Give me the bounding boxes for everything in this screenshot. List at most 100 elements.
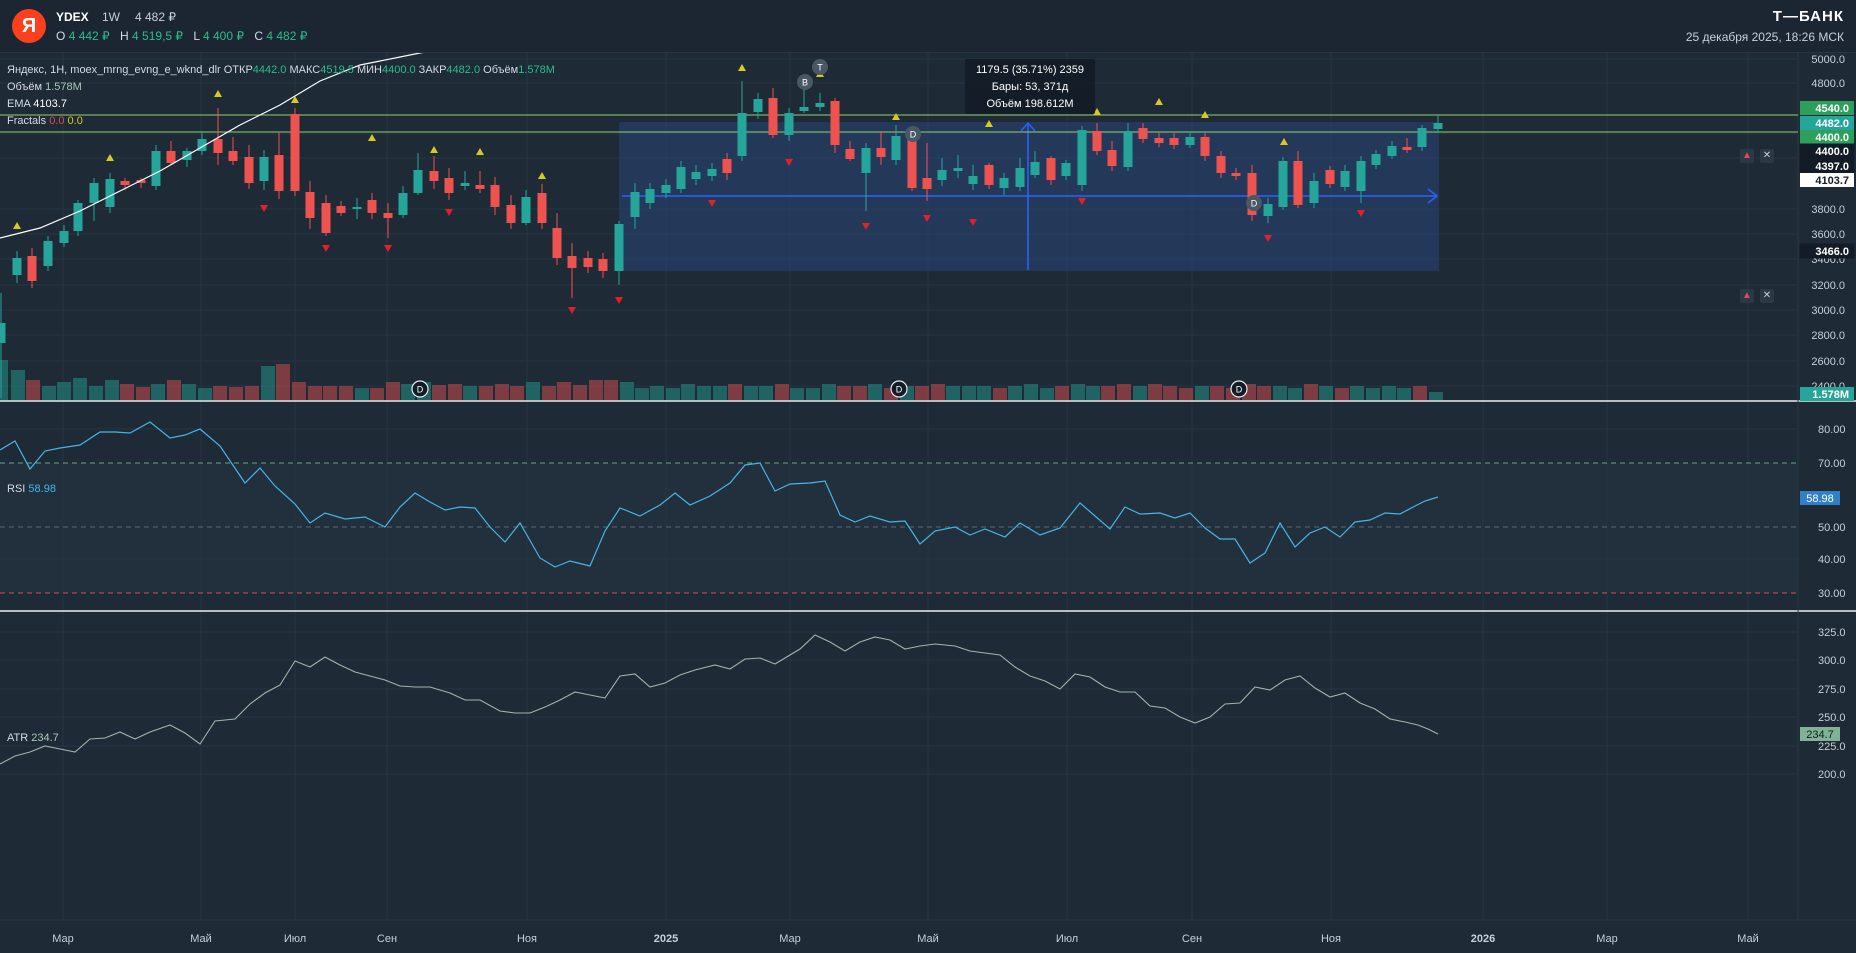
dividend-marker (411, 380, 429, 398)
candle-body (999, 178, 1009, 188)
time-axis-label: 2026 (1471, 933, 1495, 945)
dividend-marker (890, 380, 908, 398)
volume-bar (604, 380, 618, 400)
candle-body (984, 165, 994, 185)
timeframe-label[interactable]: 1W (102, 10, 120, 24)
legend-segment: 0.0 (49, 115, 65, 127)
time-axis-label: Сен (377, 933, 397, 945)
ohlc-close-key: C (254, 29, 263, 43)
fractal-down-marker (615, 297, 623, 304)
fractal-down-marker (708, 200, 716, 207)
alert-bell-icon[interactable]: ▲ (1740, 149, 1754, 163)
volume-bar (510, 386, 524, 400)
fractal-up-marker (430, 146, 438, 153)
candle-body (1123, 131, 1133, 167)
price-axis-tag (1799, 243, 1855, 259)
alert-bell-icon[interactable]: ▲ (1740, 289, 1754, 303)
candle-body (753, 99, 763, 112)
volume-bar (1382, 386, 1396, 400)
volume-bar (167, 380, 181, 400)
remove-alert-close-icon[interactable]: ✕ (1760, 149, 1774, 163)
ticker-symbol[interactable]: YDEX (56, 10, 89, 24)
candle-body (336, 206, 346, 213)
atr-axis-label: 325.0 (1818, 627, 1846, 639)
volume-bar (229, 387, 243, 400)
fractal-down-marker (923, 215, 931, 222)
candle-body (953, 168, 963, 171)
volume-bar (1288, 388, 1302, 400)
volume-bar (790, 388, 804, 400)
candle-body (691, 172, 701, 179)
atr-axis-label: 275.0 (1818, 684, 1846, 696)
candle-body (89, 183, 99, 203)
candle-body (460, 183, 470, 186)
volume-bar (1008, 386, 1022, 400)
fractal-down-marker (1264, 235, 1272, 242)
event-marker (905, 126, 921, 142)
fractal-down-marker (969, 219, 977, 226)
volume-bar (620, 382, 634, 400)
time-axis-label: 2025 (654, 933, 678, 945)
volume-bar (1335, 388, 1349, 400)
legend-segment: ЗАКР (415, 64, 447, 76)
volume-bar (589, 380, 603, 400)
price-axis-label: 2800.0 (1811, 330, 1845, 342)
remove-alert-close-icon[interactable]: ✕ (1760, 289, 1774, 303)
volume-bar (993, 388, 1007, 400)
legend-segment: 4519.5 (320, 64, 354, 76)
event-marker (1246, 195, 1262, 211)
candle-body (1417, 128, 1427, 147)
volume-bar (182, 384, 196, 400)
candle-body (383, 213, 393, 218)
volume-bar (245, 386, 259, 400)
candle-body (352, 207, 362, 209)
volume-bar (1133, 386, 1147, 400)
price-axis-tag-label: 4400.0 (1815, 132, 1849, 144)
candle-body (1278, 161, 1288, 207)
fractal-up-marker (476, 148, 484, 155)
time-axis-label: Сен (1182, 933, 1202, 945)
candle-body (968, 176, 978, 184)
legend-segment: 4400.0 (381, 64, 416, 76)
legend-ema: EMA 4103.7 (7, 98, 67, 110)
candle-body (1046, 158, 1056, 180)
volume-bar (1273, 386, 1287, 400)
fractal-down-marker (1078, 198, 1086, 205)
candle-body (413, 170, 423, 193)
legend-volume: Объём 1.578M (7, 81, 82, 93)
candle-body (1387, 146, 1397, 156)
candle-body (1185, 137, 1195, 145)
candle-body (876, 148, 886, 157)
volume-bar (946, 386, 960, 400)
candle-body (1216, 156, 1226, 173)
volume-bar (775, 384, 789, 400)
candle-body (676, 167, 686, 189)
event-marker-letter: B (802, 78, 808, 88)
volume-bar (73, 378, 87, 400)
candle-body (861, 148, 871, 173)
time-axis-label: Мар (1596, 933, 1618, 945)
rsi-axis-tag-label: 58.98 (1806, 493, 1834, 505)
volume-bar (370, 388, 384, 400)
volume-bar (105, 380, 119, 400)
rsi-axis-label: 80.00 (1818, 424, 1846, 436)
measure-tooltip-bg (965, 59, 1095, 114)
candle-body (1200, 137, 1210, 156)
price-axis-label: 3600.0 (1811, 229, 1845, 241)
legend-segment: 4103.7 (33, 98, 67, 110)
candle-body (274, 155, 284, 191)
chart-area[interactable]: 5000.04800.04400.04200.03800.03600.03400… (0, 53, 1856, 953)
candle-body (228, 151, 238, 161)
candle-body (1231, 173, 1241, 176)
volume-bar (962, 386, 976, 400)
price-axis-label: 4800.0 (1811, 78, 1845, 90)
candle-body (429, 171, 439, 181)
time-axis-label: Май (917, 933, 939, 945)
ohlc-open-value: 4 442 ₽ (68, 29, 110, 43)
fractal-down-marker (322, 245, 330, 252)
price-axis-tag (1799, 143, 1855, 159)
price-axis-tag-label: 1.578M (1812, 389, 1849, 401)
volume-bar (635, 388, 649, 400)
candle-body (305, 192, 315, 218)
candle-body (537, 193, 547, 223)
